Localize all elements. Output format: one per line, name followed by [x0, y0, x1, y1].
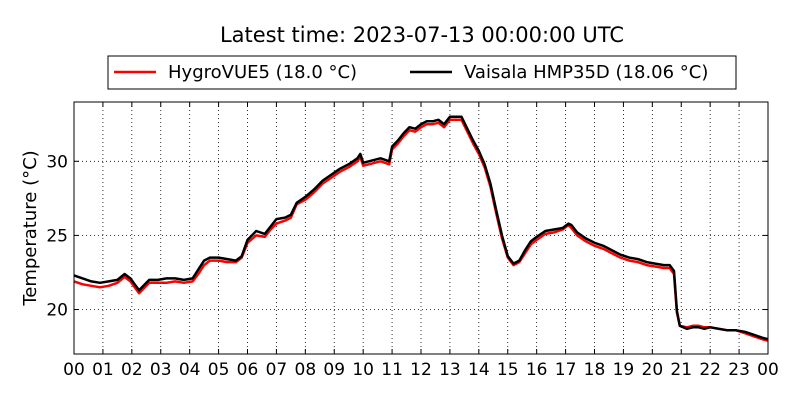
plot-frame: [73, 101, 769, 355]
x-tick-label: 14: [468, 360, 490, 380]
x-tick-label: 05: [208, 360, 230, 380]
x-tick-label: 13: [439, 360, 461, 380]
x-tick-label: 19: [613, 360, 635, 380]
legend: HygroVUE5 (18.0 °C) Vaisala HMP35D (18.0…: [107, 55, 737, 90]
x-tick-label: 02: [121, 360, 143, 380]
x-tick-label: 17: [555, 360, 577, 380]
x-tick-label: 01: [92, 360, 114, 380]
chart-title: Latest time: 2023-07-13 00:00:00 UTC: [220, 23, 624, 47]
x-tick-label: 00: [63, 360, 85, 380]
x-tick-label: 21: [670, 360, 692, 380]
x-tick-label: 18: [584, 360, 606, 380]
x-tick-label: 15: [497, 360, 519, 380]
x-tick-label: 07: [266, 360, 288, 380]
x-tick-label: 00: [757, 360, 779, 380]
y-tick-label: 30: [46, 152, 68, 172]
x-tick-labels: 00 01 02 03 04 05 06 07 08 09 10 11 12 13 14 15 16 17 18 19…: [63, 360, 779, 380]
axis-ticks: [73, 102, 769, 354]
y-tick-label: 20: [46, 301, 68, 321]
x-tick-label: 06: [237, 360, 259, 380]
x-tick-label: 11: [381, 360, 403, 380]
y-tick-labels: 20 25 30: [46, 152, 68, 320]
y-axis-label: Temperature (°C): [20, 150, 41, 306]
y-tick-label: 25: [46, 226, 68, 246]
legend-label-hygrovue5: HygroVUE5 (18.0 °C): [168, 62, 357, 83]
x-tick-label: 04: [179, 360, 201, 380]
hygrovue5-series-line: [73, 118, 769, 342]
legend-label-vaisala: Vaisala HMP35D (18.06 °C): [464, 62, 708, 83]
x-tick-label: 10: [352, 360, 374, 380]
x-tick-label: 08: [295, 360, 317, 380]
x-tick-label: 12: [410, 360, 432, 380]
grid: [74, 102, 768, 354]
x-tick-label: 03: [150, 360, 172, 380]
x-tick-label: 22: [699, 360, 721, 380]
series-lines: [73, 115, 769, 342]
vaisala-series-line: [73, 115, 769, 341]
x-tick-label: 09: [323, 360, 345, 380]
x-tick-label: 23: [728, 360, 750, 380]
x-tick-label: 20: [642, 360, 664, 380]
x-tick-label: 16: [526, 360, 548, 380]
